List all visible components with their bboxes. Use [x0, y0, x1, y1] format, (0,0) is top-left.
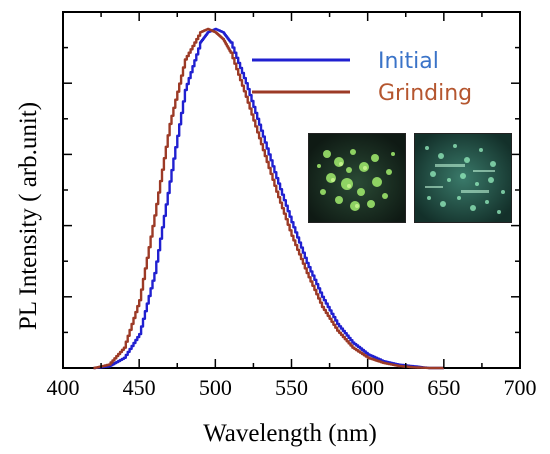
series-curves: [93, 27, 444, 370]
x-tick-label: 600: [351, 375, 384, 400]
x-tick-labels: 400 450 500 550 600 650 700: [47, 375, 537, 400]
x-tick-label: 500: [199, 375, 232, 400]
photo-ground-sample: [414, 133, 512, 223]
x-tick-label: 450: [123, 375, 156, 400]
x-tick-label: 650: [427, 375, 460, 400]
x-tick-label: 700: [504, 375, 537, 400]
legend-label-initial: Initial: [378, 49, 439, 74]
y-axis-title: PL Intensity ( arb.unit): [15, 102, 42, 330]
axis-ticks: [62, 11, 521, 369]
x-tick-label: 400: [47, 375, 80, 400]
legend-label-grinding: Grinding: [378, 81, 472, 106]
series-line-grinding: [93, 27, 444, 370]
photo-initial-sample: [308, 133, 406, 223]
legend: Initial Grinding: [252, 49, 472, 106]
x-tick-label: 550: [275, 375, 308, 400]
series-line-initial: [93, 27, 444, 370]
x-axis-title: Wavelength (nm): [203, 420, 377, 447]
